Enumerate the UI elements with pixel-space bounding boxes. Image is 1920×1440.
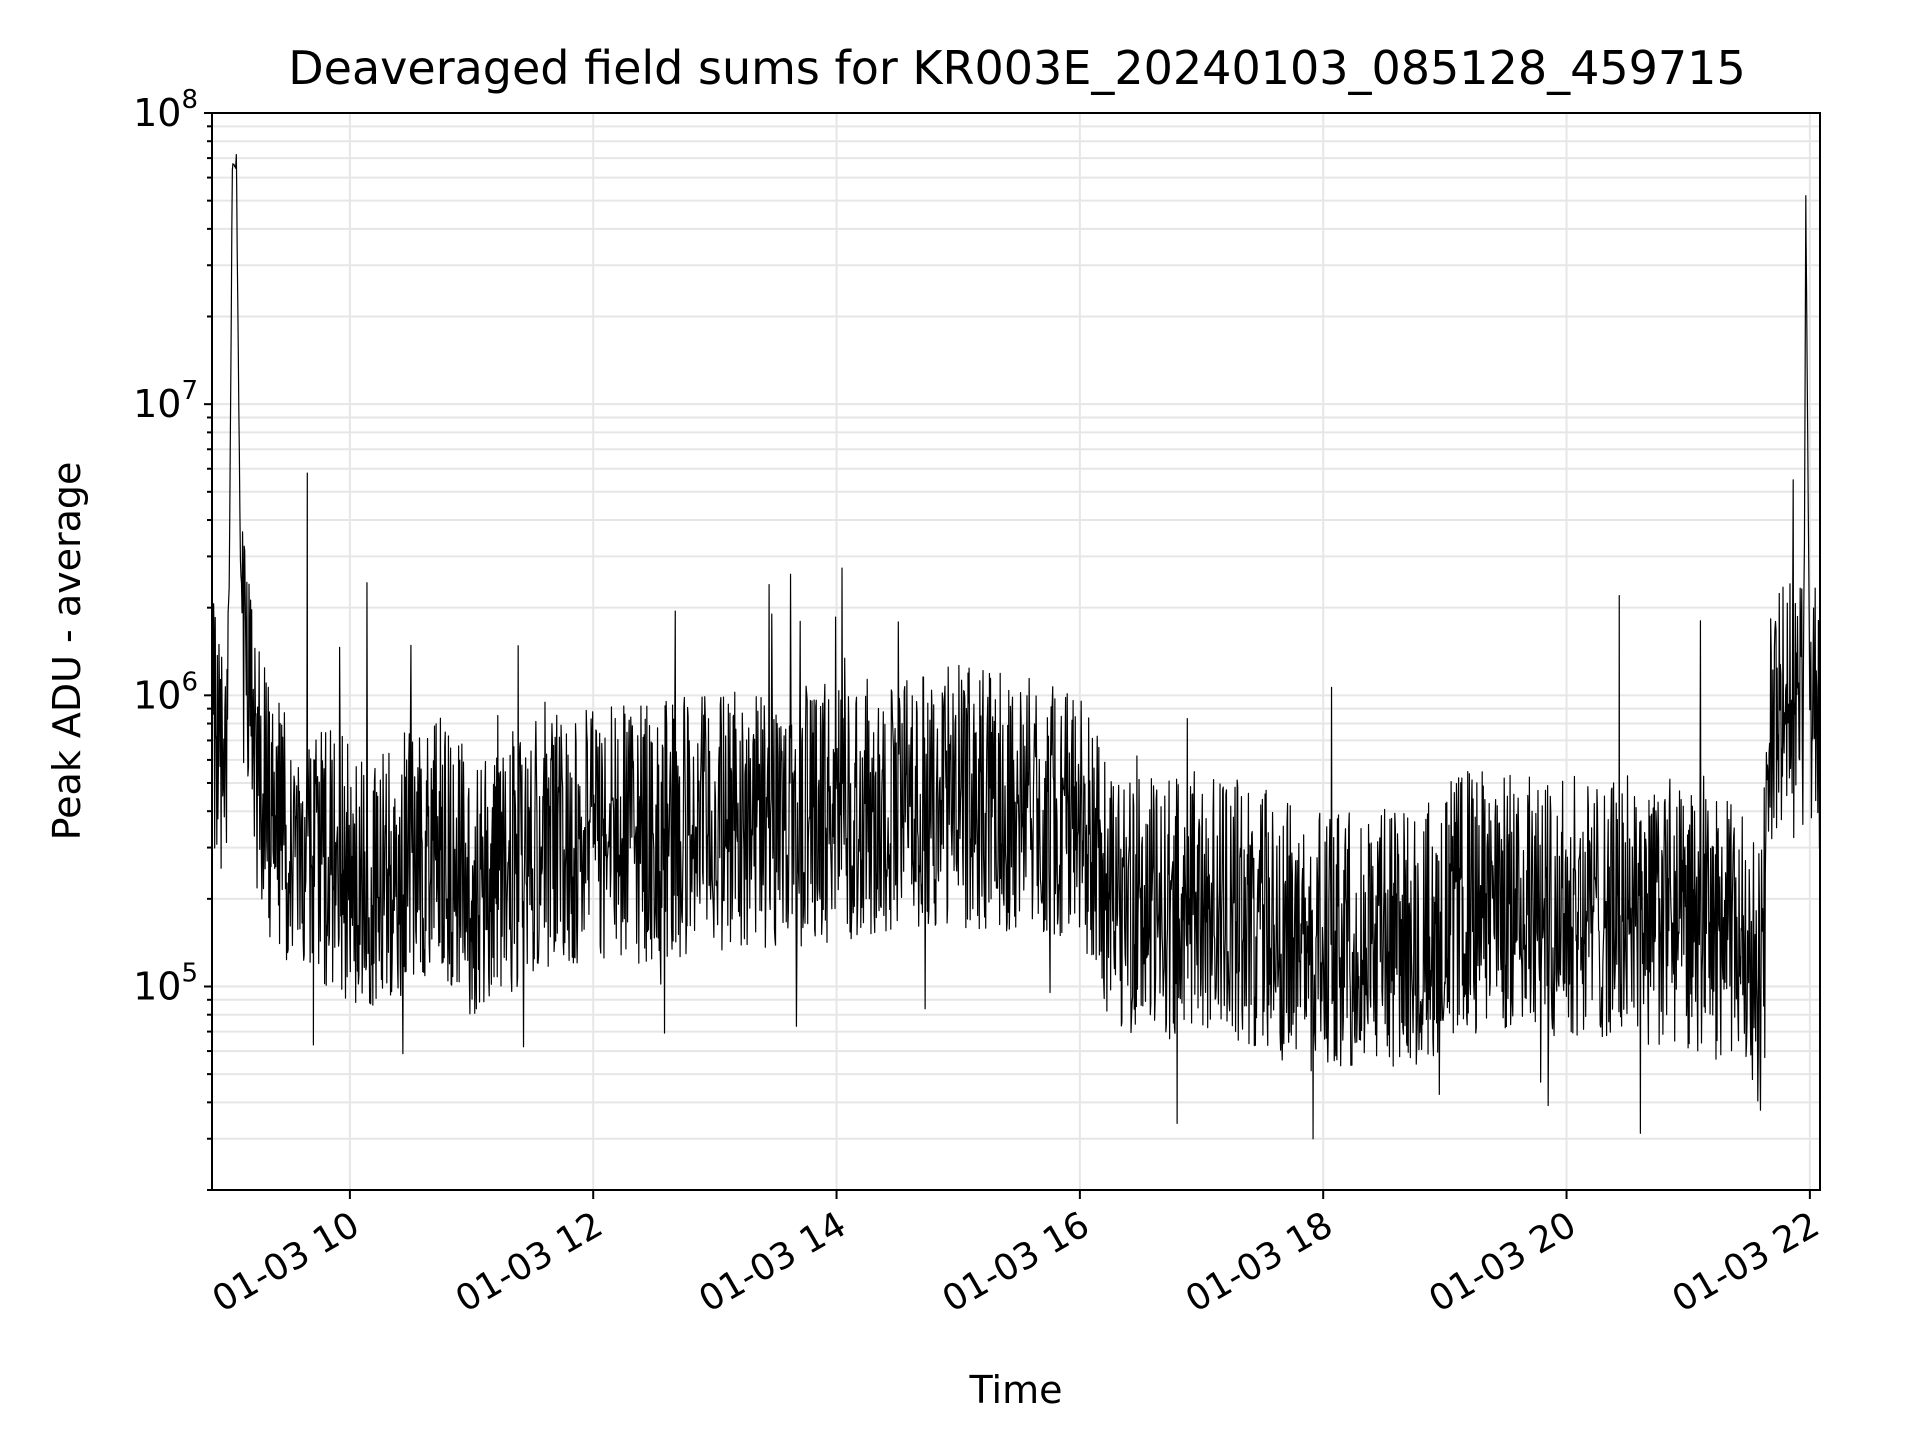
grid [212, 112, 1820, 1191]
plot-area [211, 112, 1821, 1191]
y-tick-exponent: 8 [181, 85, 198, 115]
y-tick-label: 107 [133, 376, 198, 426]
x-axis-label: Time [969, 1368, 1063, 1412]
y-tick-label: 108 [133, 85, 198, 135]
y-tick-base: 10 [133, 673, 181, 717]
plot-frame [211, 112, 1821, 1191]
y-tick-label: 105 [133, 958, 198, 1008]
y-tick-exponent: 5 [181, 958, 198, 988]
series-group [211, 153, 1821, 1140]
y-tick-base: 10 [133, 382, 181, 426]
chart-title: Deaveraged field sums for KR003E_2024010… [288, 41, 1745, 95]
series-line [211, 153, 1821, 1140]
y-tick-base: 10 [133, 964, 181, 1008]
y-tick-exponent: 7 [181, 376, 198, 406]
y-tick-label: 106 [133, 667, 198, 717]
y-tick-base: 10 [133, 91, 181, 135]
y-tick-exponent: 6 [181, 667, 198, 697]
y-axis-label: Peak ADU - average [45, 462, 89, 841]
